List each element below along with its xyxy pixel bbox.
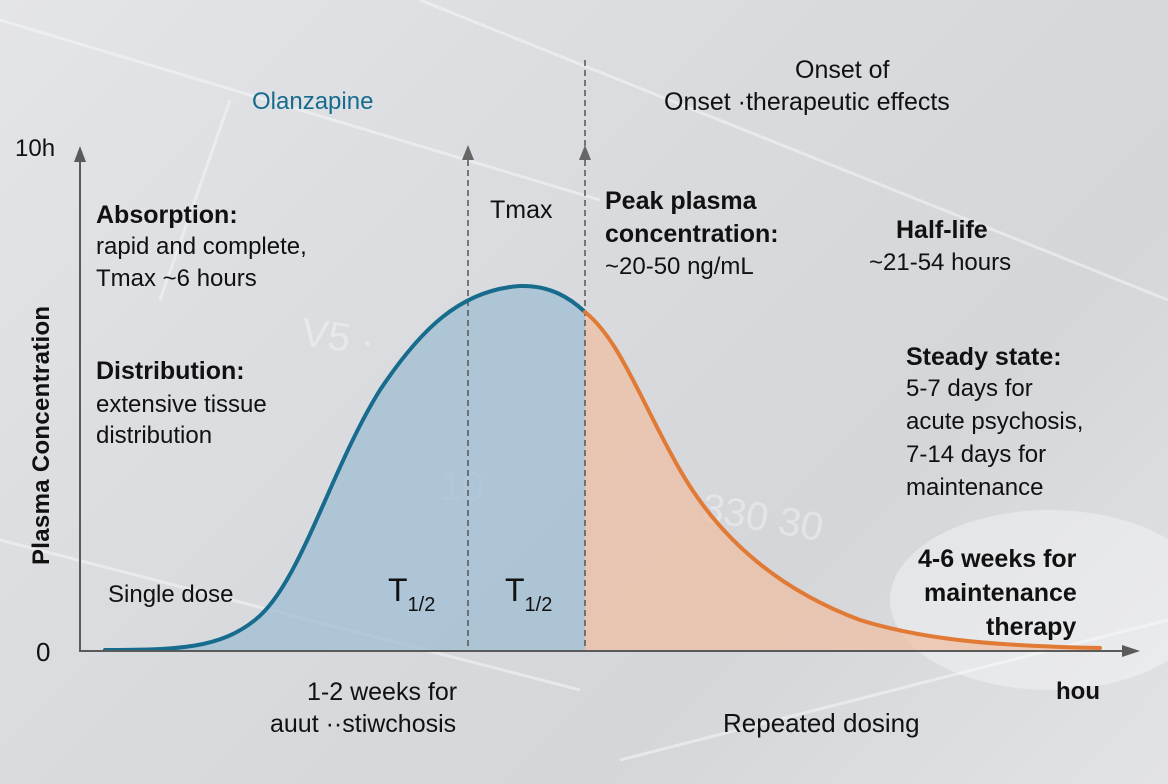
distribution-line2: distribution <box>96 422 213 449</box>
halflife-heading: Half-life <box>896 216 988 244</box>
y-tick-top: 10h <box>15 135 56 162</box>
absorption-line2: Tmax ~6 hours <box>96 265 257 292</box>
maintenance-line1: 4-6 weeks for <box>918 545 1077 573</box>
distribution-line1: extensive tissue <box>96 391 267 418</box>
acute-period-line2: auut ··stiwchosis <box>270 710 457 738</box>
onset-label-line1: Onset of <box>795 56 890 84</box>
steady-state-line2: acute psychosis, <box>906 408 1084 435</box>
elimination-curve <box>583 310 1102 650</box>
steady-state-line3: 7-14 days for <box>906 441 1047 468</box>
distribution-heading: Distribution: <box>96 357 245 385</box>
maintenance-line3: therapy <box>986 613 1077 641</box>
tmax-label: Tmax <box>490 196 553 224</box>
elimination-area <box>585 312 1100 650</box>
onset-label-line2: Onset ·therapeutic effects <box>664 88 950 116</box>
steady-state-line4: maintenance <box>906 474 1044 501</box>
absorption-curve <box>103 283 587 652</box>
peak-heading-line2: concentration: <box>605 220 779 248</box>
maintenance-line2: maintenance <box>924 579 1077 607</box>
t-half-label-1: T1/2 <box>388 572 436 616</box>
peak-heading-line1: Peak plasma <box>605 187 757 215</box>
absorption-area <box>105 285 585 650</box>
halflife-value: ~21-54 hours <box>869 249 1012 276</box>
x-axis-label: hou <box>1056 678 1100 705</box>
y-tick-zero: 0 <box>36 637 51 667</box>
x-axis-arrow-icon <box>1122 645 1140 657</box>
steady-state-line1: 5-7 days for <box>906 375 1033 402</box>
absorption-line1: rapid and complete, <box>96 233 307 260</box>
tmax-arrow-icon <box>462 145 474 160</box>
y-axis-arrow-icon <box>74 146 86 162</box>
t-half-label-2: T1/2 <box>505 572 553 616</box>
steady-state-heading: Steady state: <box>906 343 1062 371</box>
chart-title: Olanzapine <box>252 88 374 115</box>
peak-value: ~20-50 ng/mL <box>605 253 754 280</box>
repeated-dosing-label: Repeated dosing <box>723 708 920 738</box>
single-dose-label: Single dose <box>108 581 234 608</box>
absorption-heading: Absorption: <box>96 201 238 229</box>
acute-period-line1: 1-2 weeks for <box>307 678 458 706</box>
y-axis-label: Plasma Concentration <box>28 305 55 565</box>
onset-arrow-icon <box>579 145 591 160</box>
